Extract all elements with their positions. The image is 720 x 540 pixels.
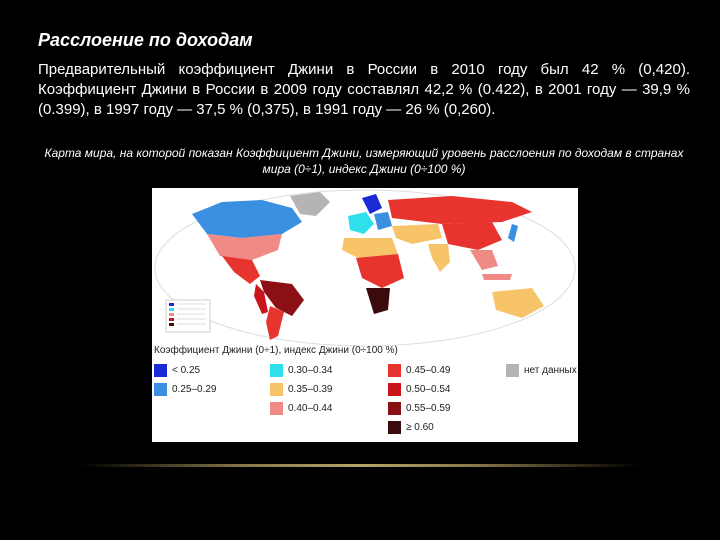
legend-label: 0.55–0.59 xyxy=(406,403,451,414)
legend-label: 0.35–0.39 xyxy=(288,384,333,395)
legend-swatch xyxy=(154,383,167,396)
legend-label: 0.40–0.44 xyxy=(288,403,333,414)
india-shape xyxy=(428,244,450,272)
southern-cone-shape xyxy=(266,306,284,340)
southeast-asia-shape xyxy=(470,250,498,270)
legend-swatch xyxy=(506,364,519,377)
china-shape xyxy=(442,222,502,250)
mexico-shape xyxy=(222,256,260,284)
legend-swatch xyxy=(270,383,283,396)
legend-swatch xyxy=(270,364,283,377)
legend-item: 0.30–0.34 xyxy=(270,364,333,377)
legend-swatch xyxy=(388,383,401,396)
greenland-shape xyxy=(290,192,330,216)
map-caption: Карта мира, на которой показан Коэффицие… xyxy=(44,146,684,176)
legend-label: < 0.25 xyxy=(172,365,201,376)
legend-item: 0.40–0.44 xyxy=(270,402,333,415)
japan-shape xyxy=(508,224,518,242)
world-map-graphic xyxy=(154,189,576,347)
legend-label: нет данных xyxy=(524,365,577,376)
legend-label: 0.45–0.49 xyxy=(406,365,451,376)
legend-item: 0.35–0.39 xyxy=(270,383,333,396)
central-africa-shape xyxy=(356,254,404,288)
legend-swatch xyxy=(388,402,401,415)
map-legend-title: Коэффициент Джини (0÷1), индекс Джини (0… xyxy=(154,345,398,356)
central-asia-shape xyxy=(392,224,442,244)
usa-shape xyxy=(207,234,282,260)
legend-item: нет данных xyxy=(506,364,577,377)
legend-swatch xyxy=(154,364,167,377)
legend-item: 0.55–0.59 xyxy=(388,402,451,415)
canada-shape xyxy=(192,200,302,238)
australia-shape xyxy=(492,288,544,318)
legend-item: ≥ 0.60 xyxy=(388,421,434,434)
slide-body-text: Предварительный коэффициент Джини в Росс… xyxy=(38,61,690,118)
brazil-shape xyxy=(260,280,304,316)
slide-title: Расслоение по доходам xyxy=(38,30,253,50)
legend-item: 0.50–0.54 xyxy=(388,383,451,396)
legend-swatch xyxy=(388,421,401,434)
legend-label: 0.30–0.34 xyxy=(288,365,333,376)
europe-west-shape xyxy=(348,212,374,234)
legend-swatch xyxy=(388,364,401,377)
north-africa-shape xyxy=(342,238,398,258)
legend-swatch xyxy=(270,402,283,415)
andes-shape xyxy=(254,284,268,314)
legend-item: 0.45–0.49 xyxy=(388,364,451,377)
indonesia-shape xyxy=(482,274,512,280)
russia-shape xyxy=(388,196,532,224)
europe-east-shape xyxy=(374,212,392,230)
bottom-divider-glow xyxy=(80,464,640,467)
legend-label: 0.50–0.54 xyxy=(406,384,451,395)
southern-africa-shape xyxy=(366,288,390,314)
legend-label: 0.25–0.29 xyxy=(172,384,217,395)
legend-item: 0.25–0.29 xyxy=(154,383,217,396)
scandinavia-shape xyxy=(362,194,382,214)
gini-world-map: Коэффициент Джини (0÷1), индекс Джини (0… xyxy=(152,188,578,442)
legend-label: ≥ 0.60 xyxy=(406,422,434,433)
legend-item: < 0.25 xyxy=(154,364,200,377)
